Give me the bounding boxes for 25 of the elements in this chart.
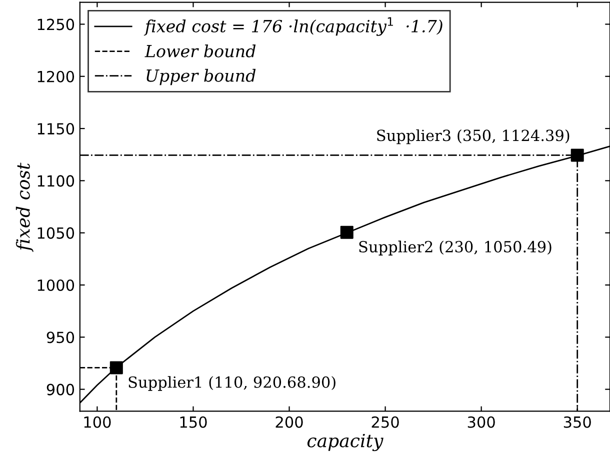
x-tick-label: 100 [84,416,111,428]
x-tick-label: 300 [468,416,495,428]
x-tick-label: 200 [276,416,303,428]
y-tick-label: 1250 [38,18,74,30]
legend-label: fixed cost = 176 ·ln(capacity$^{1}$ ·1.7) [144,17,442,36]
x-tick-label: 150 [180,416,207,428]
annotation: Supplier2 (230, 1050.49) [359,240,552,256]
point [570,148,584,162]
point [110,361,123,374]
x-tick-label: 350 [564,416,591,428]
y-tick-label: 1200 [38,70,74,82]
y-tick-label: 1050 [38,227,74,239]
y-tick-label: 1100 [38,175,74,187]
y-tick-label: 1150 [38,122,74,135]
y-tick-label: 1000 [38,279,74,292]
x-axis-title: capacity [307,434,384,452]
y-tick-label: 950 [46,332,74,344]
point [340,226,354,239]
y-axis-title: fixed cost [16,162,34,252]
annotation: Supplier3 (350, 1124.39) [377,129,570,144]
legend-label: Upper bound [146,68,256,86]
legend-label: Lower bound [144,44,256,58]
annotation: Supplier1 (110, 920.68.90) [128,376,336,391]
x-tick-label: 250 [372,416,399,428]
y-tick-label: 900 [46,384,74,396]
